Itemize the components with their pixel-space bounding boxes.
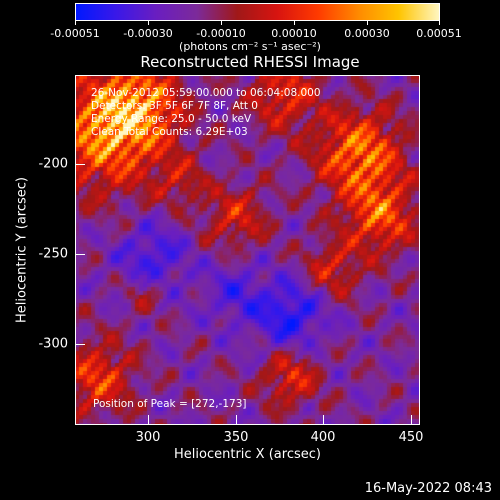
- colorbar-tick-label: -0.00051: [50, 27, 100, 40]
- x-tick-label: 300: [135, 430, 161, 445]
- colorbar-tick-label: 0.00030: [344, 27, 390, 40]
- x-tick-mark: [411, 415, 412, 425]
- x-tick-label: 350: [223, 430, 249, 445]
- colorbar-tick-mark: [294, 21, 295, 25]
- detectors-text: Detectors: 3F 5F 6F 7F 8F, Att 0: [91, 100, 258, 112]
- y-tick-label: -300: [38, 336, 68, 352]
- y-axis-label: Heliocentric Y (arcsec): [14, 177, 30, 323]
- colorbar-tick-mark: [148, 21, 149, 25]
- x-axis-label: Heliocentric X (arcsec): [174, 447, 321, 462]
- x-tick-mark: [236, 415, 237, 425]
- colorbar: [75, 3, 440, 21]
- peak-position-text: Position of Peak = [272,-173]: [93, 398, 247, 410]
- x-tick-label: 450: [398, 430, 424, 445]
- y-tick-mark: [75, 344, 85, 345]
- y-tick-mark: [75, 164, 85, 165]
- energy-range-text: Energy Range: 25.0 - 50.0 keV: [91, 113, 252, 125]
- x-tick-mark: [323, 415, 324, 425]
- colorbar-tick-label: 0.00051: [416, 27, 462, 40]
- colorbar-tick-mark: [367, 21, 368, 25]
- y-tick-label: -250: [38, 246, 68, 262]
- time-range-text: 26-Nov-2012 05:59:00.000 to 06:04:08.000: [91, 87, 321, 99]
- colorbar-tick-mark: [439, 21, 440, 25]
- colorbar-tick-mark: [221, 21, 222, 25]
- colorbar-tick-mark: [75, 21, 76, 25]
- colorbar-tick-label: 0.00010: [271, 27, 317, 40]
- y-tick-mark: [75, 254, 85, 255]
- colorbar-tick-label: -0.00030: [123, 27, 173, 40]
- image-title: Reconstructed RHESSI Image: [140, 53, 360, 71]
- rhessi-image: [75, 75, 420, 425]
- y-tick-label: -200: [38, 156, 68, 172]
- x-tick-mark: [148, 415, 149, 425]
- x-tick-label: 400: [310, 430, 336, 445]
- timestamp: 16-May-2022 08:43: [364, 481, 492, 496]
- colorbar-units: (photons cm⁻² s⁻¹ asec⁻²): [179, 40, 321, 53]
- colorbar-tick-label: -0.00010: [196, 27, 246, 40]
- counts-text: Clean Total Counts: 6.29E+03: [91, 126, 248, 138]
